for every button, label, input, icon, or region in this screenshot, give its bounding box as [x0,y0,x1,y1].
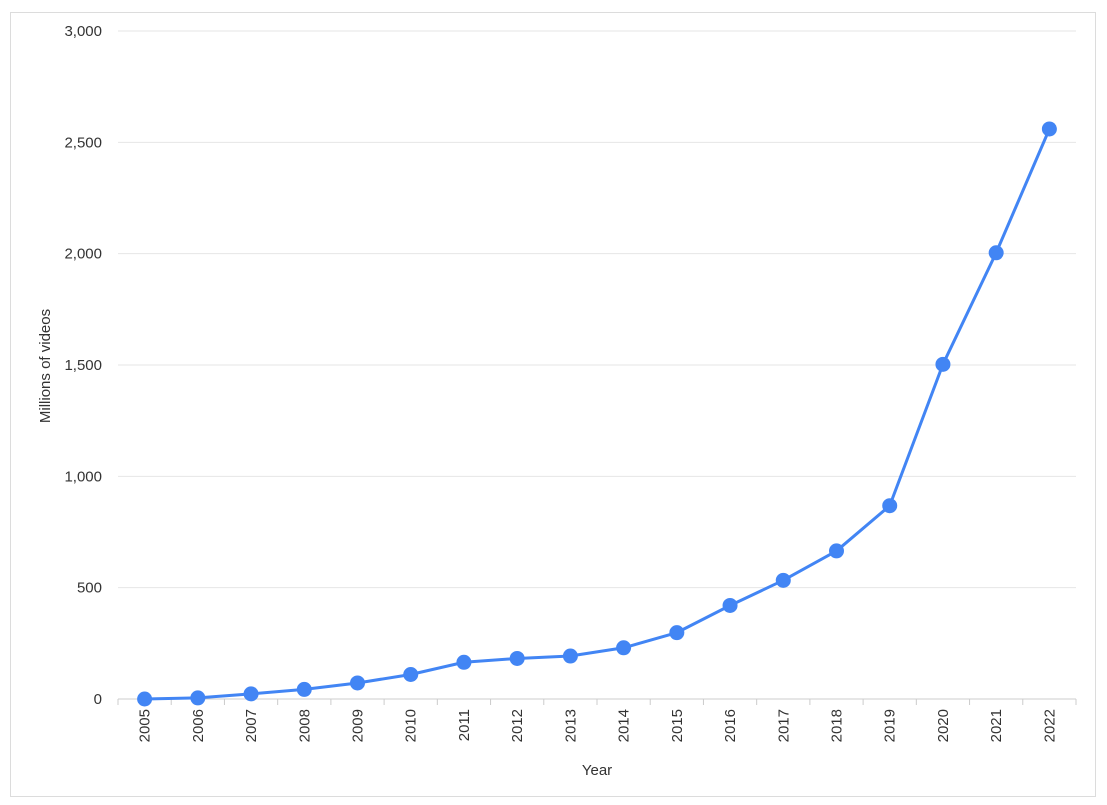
y-tick-label: 1,000 [64,468,102,485]
y-tick-label: 0 [94,691,102,708]
x-axis-ticks: 2005 2006 2007 2008 2009 2010 2011 2012 2013 2014… [137,709,1059,742]
data-point-2016[interactable] [722,597,738,613]
data-point-2018[interactable] [829,543,844,559]
data-point-2012[interactable] [509,650,525,666]
gridlines [118,30,1076,589]
x-axis-title: Year [582,762,612,779]
data-point-2007[interactable] [243,686,259,702]
data-point-2019[interactable] [882,498,898,514]
y-tick-label: 1,500 [64,357,102,374]
x-tick-label: 2012 [509,709,526,742]
x-tick-label: 2005 [137,709,154,742]
data-point-2017[interactable] [775,572,791,588]
x-tick-label: 2022 [1041,709,1058,742]
data-point-2010[interactable] [403,667,419,683]
series-line [144,128,1051,701]
x-tick-label: 2014 [616,709,633,742]
x-tick-label: 2008 [296,709,313,742]
x-tick-label: 2010 [403,709,420,742]
y-tick-label: 500 [77,580,102,597]
y-axis-title: Millions of videos [37,309,54,423]
x-tick-label: 2011 [456,709,473,741]
x-tick-label: 2007 [243,709,260,742]
data-point-2013[interactable] [562,648,578,664]
x-tick-label: 2016 [722,709,739,742]
data-point-2020[interactable] [935,356,951,372]
data-point-2009[interactable] [350,675,365,691]
y-tick-label: 2,000 [64,246,102,263]
data-point-2005[interactable] [137,691,153,707]
data-point-2011[interactable] [456,654,472,670]
x-tick-label: 2018 [829,709,846,742]
x-tick-label: 2019 [882,709,899,742]
series-layer [137,121,1057,707]
data-point-2008[interactable] [296,681,312,697]
y-tick-label: 3,000 [64,23,102,40]
x-tick-label: 2006 [190,709,207,742]
x-tick-label: 2020 [935,709,952,742]
y-axis-ticks: 0 500 1,000 1,500 2,000 2,500 3,000 [64,23,102,708]
x-tick-label: 2017 [775,709,792,742]
data-point-2015[interactable] [669,625,685,641]
x-tick-label: 2021 [988,709,1005,742]
x-tick-label: 2009 [350,709,367,742]
data-point-2021[interactable] [988,245,1004,261]
data-point-2022[interactable] [1041,121,1057,137]
y-tick-label: 2,500 [64,134,102,151]
data-point-2014[interactable] [616,640,632,656]
x-axis [117,698,1077,705]
data-point-2006[interactable] [190,690,206,706]
x-tick-label: 2013 [562,709,579,742]
x-tick-label: 2015 [669,709,686,742]
